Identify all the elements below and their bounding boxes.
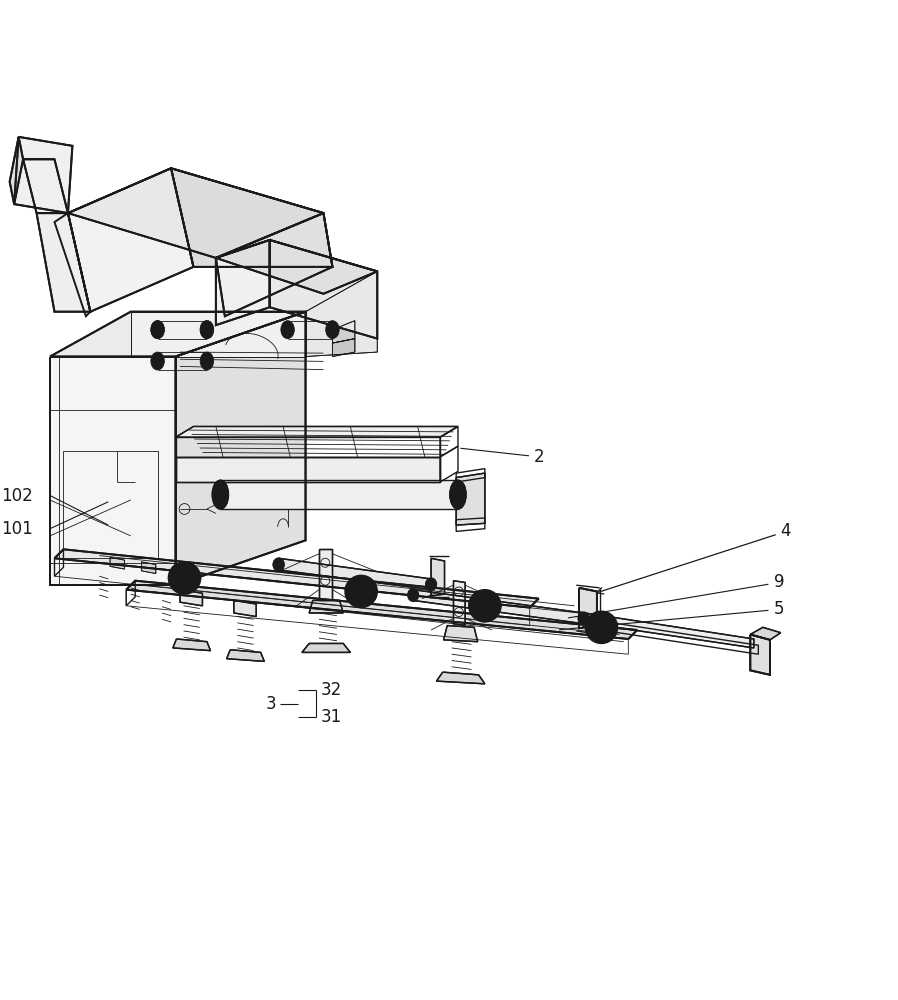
Polygon shape xyxy=(216,213,332,316)
Polygon shape xyxy=(431,558,445,596)
Polygon shape xyxy=(579,588,597,628)
Polygon shape xyxy=(131,312,305,357)
Polygon shape xyxy=(305,271,377,357)
Ellipse shape xyxy=(151,321,164,339)
Text: 2: 2 xyxy=(461,448,545,466)
Text: 3: 3 xyxy=(265,695,276,713)
Text: 102: 102 xyxy=(1,487,32,505)
Ellipse shape xyxy=(212,480,228,509)
Circle shape xyxy=(585,611,618,643)
Polygon shape xyxy=(233,600,256,617)
Polygon shape xyxy=(413,590,584,624)
Polygon shape xyxy=(175,426,458,437)
Polygon shape xyxy=(579,612,753,648)
Ellipse shape xyxy=(326,321,339,339)
Polygon shape xyxy=(175,457,440,482)
Circle shape xyxy=(480,601,489,610)
Polygon shape xyxy=(50,357,175,585)
Polygon shape xyxy=(226,650,264,661)
Polygon shape xyxy=(216,240,377,294)
Polygon shape xyxy=(750,627,780,640)
Ellipse shape xyxy=(426,578,436,591)
Polygon shape xyxy=(444,626,478,642)
Polygon shape xyxy=(750,634,770,675)
Polygon shape xyxy=(172,566,187,578)
Polygon shape xyxy=(319,549,332,600)
Ellipse shape xyxy=(273,558,284,571)
Polygon shape xyxy=(332,321,355,343)
Polygon shape xyxy=(180,590,202,606)
Polygon shape xyxy=(456,473,485,525)
Polygon shape xyxy=(10,137,23,204)
Polygon shape xyxy=(175,312,305,585)
Polygon shape xyxy=(309,600,343,613)
Polygon shape xyxy=(142,562,156,574)
Polygon shape xyxy=(37,213,91,312)
Polygon shape xyxy=(302,643,350,652)
Ellipse shape xyxy=(450,480,466,509)
Polygon shape xyxy=(436,672,485,684)
Polygon shape xyxy=(269,240,377,339)
Polygon shape xyxy=(171,168,332,267)
Polygon shape xyxy=(55,549,539,608)
Polygon shape xyxy=(220,480,458,509)
Text: 32: 32 xyxy=(321,681,342,699)
Polygon shape xyxy=(332,339,355,357)
Polygon shape xyxy=(172,639,210,651)
Polygon shape xyxy=(23,159,68,213)
Text: 31: 31 xyxy=(321,708,342,726)
Ellipse shape xyxy=(151,352,164,370)
Polygon shape xyxy=(453,581,465,626)
Polygon shape xyxy=(68,168,323,258)
Ellipse shape xyxy=(200,321,214,339)
Ellipse shape xyxy=(200,352,214,370)
Text: 5: 5 xyxy=(559,600,784,630)
Polygon shape xyxy=(127,581,638,639)
Polygon shape xyxy=(216,240,269,325)
Polygon shape xyxy=(68,168,193,312)
Polygon shape xyxy=(110,557,125,569)
Circle shape xyxy=(357,587,365,596)
Polygon shape xyxy=(50,312,305,357)
Circle shape xyxy=(168,562,200,594)
Polygon shape xyxy=(14,137,73,213)
Text: 4: 4 xyxy=(596,522,791,594)
Ellipse shape xyxy=(281,321,295,339)
Circle shape xyxy=(469,590,501,622)
Text: 9: 9 xyxy=(568,573,784,618)
Text: 101: 101 xyxy=(1,520,32,538)
Polygon shape xyxy=(278,558,431,590)
Ellipse shape xyxy=(578,612,589,625)
Circle shape xyxy=(180,574,189,582)
Circle shape xyxy=(345,575,377,608)
Ellipse shape xyxy=(408,589,418,601)
Circle shape xyxy=(597,623,606,632)
